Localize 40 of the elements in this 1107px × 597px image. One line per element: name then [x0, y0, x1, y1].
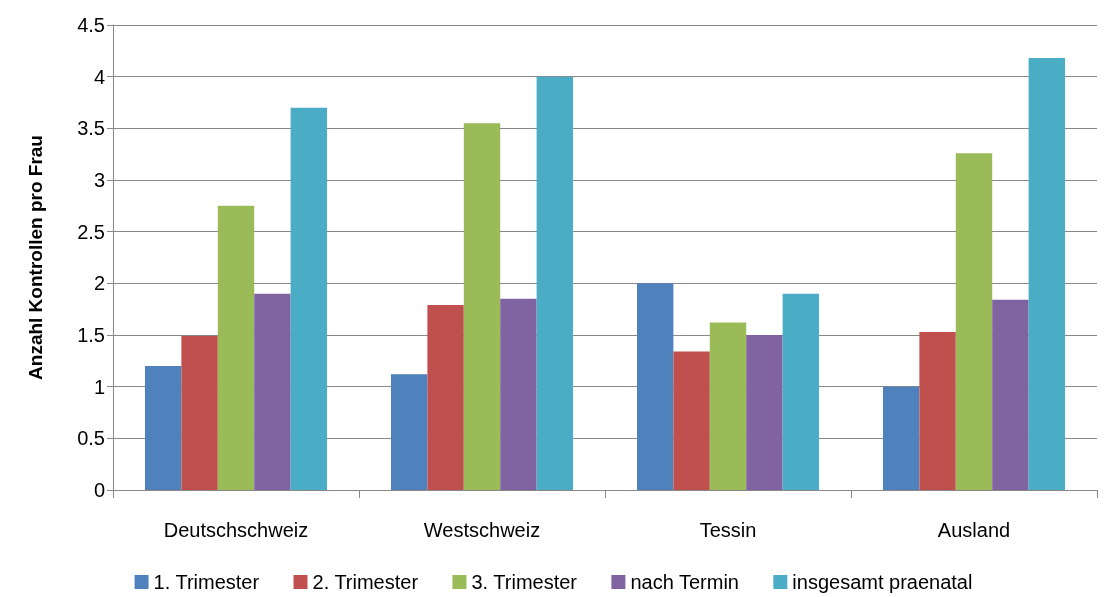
bar — [636, 283, 674, 490]
bar — [709, 322, 747, 490]
y-tick-label: 0 — [93, 479, 105, 501]
x-tick-label: Ausland — [937, 519, 1011, 541]
legend-label: 1. Trimester — [153, 571, 260, 593]
y-tick-label: 2.5 — [77, 220, 105, 243]
bar — [882, 386, 920, 490]
bar — [955, 153, 993, 490]
legend-label: 2. Trimester — [312, 571, 419, 593]
bar — [427, 305, 464, 490]
legend-label: insgesamt praenatal — [792, 571, 973, 593]
bar — [536, 76, 574, 490]
bar — [181, 336, 218, 490]
legend-label: 3. Trimester — [471, 571, 578, 593]
bar — [144, 366, 182, 490]
bar — [1028, 58, 1066, 490]
y-tick-label: 0.5 — [77, 427, 105, 450]
bar — [992, 299, 1029, 490]
x-tick-label: Tessin — [699, 519, 757, 541]
y-tick-label: 1.5 — [77, 324, 105, 346]
bar — [390, 374, 428, 490]
y-tick-label: 4.5 — [77, 14, 105, 36]
y-tick-label: 2 — [93, 272, 105, 295]
y-axis-title: Anzahl Kontrollen pro Frau — [25, 135, 46, 380]
bar — [673, 351, 710, 490]
x-tick-label: Westschweiz — [423, 519, 541, 541]
bar — [290, 107, 328, 490]
bar — [500, 298, 537, 490]
bar — [919, 331, 956, 490]
y-tick-label: 4 — [93, 65, 105, 88]
bar — [463, 123, 501, 490]
legend-label: nach Termin — [630, 571, 739, 593]
bar — [217, 205, 255, 490]
x-tick-label: Deutschschweiz — [163, 519, 309, 541]
bar — [254, 293, 291, 490]
bar — [746, 335, 783, 490]
y-tick-label: 3 — [93, 169, 105, 191]
y-tick-label: 3.5 — [77, 117, 105, 140]
bar — [782, 293, 820, 490]
y-tick-label: 1 — [93, 375, 105, 398]
